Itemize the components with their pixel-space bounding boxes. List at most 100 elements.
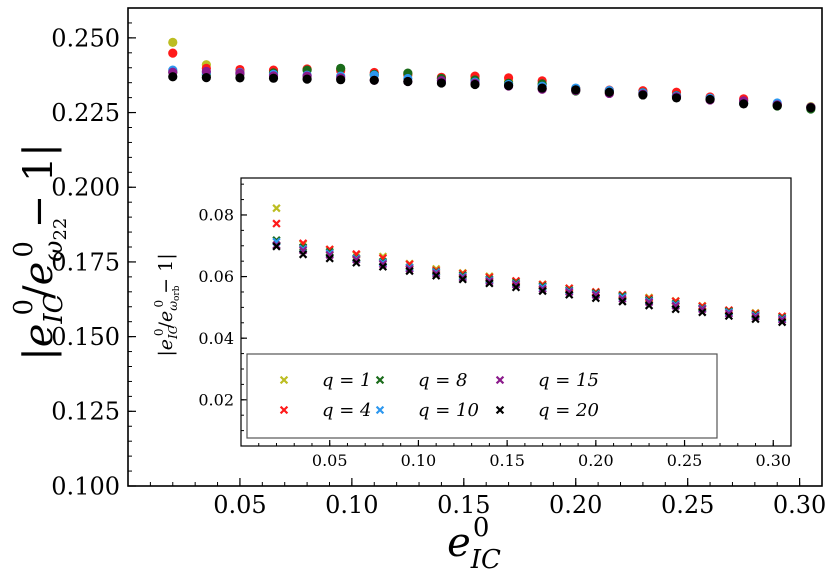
main-y-tick-label: 0.225 [51,99,120,127]
inset-series-4-point [724,309,734,318]
main-y-tick-label: 0.175 [51,248,120,276]
main-y-axis-title: |eIC0/eω220 − 1| [9,143,71,361]
main-series-5-point [638,90,648,100]
legend-entry: q = 8 [375,370,468,391]
inset-y-tick-label: 0.08 [198,206,234,225]
inset-series-4-point [751,312,760,321]
main-series-5-point [403,76,413,87]
inset-series-points [272,204,787,327]
legend-marker [375,405,385,415]
inset-x-tick-label: 0.15 [489,451,525,470]
inset-x-tick-label: 0.30 [755,451,791,470]
main-series-5-point [671,93,682,103]
legend-label: q = 4 [322,400,372,421]
inset-series-5-point [751,314,760,324]
inset-series-5-point [591,293,601,303]
inset-plot-frame [240,177,792,447]
main-series-5-point [537,83,547,93]
legend-frame [246,353,718,439]
main-series-5-point [806,103,816,113]
inset-series-5-point [325,254,334,263]
inset-series-4-point [485,277,494,286]
legend-marker [279,375,289,385]
main-y-tick-label: 0.100 [51,472,120,500]
main-series-points [168,37,816,114]
inset-series-5-point [298,250,308,259]
inset-series-5-point [538,286,547,296]
main-x-tick-label: 0.15 [437,491,490,519]
main-series-5-point [470,79,480,90]
inset-series-5-point [405,266,414,276]
inset-series-5-point [777,317,787,327]
inset-series-5-point [485,279,494,288]
main-series-5-point [772,101,782,111]
inset-x-tick-label: 0.05 [312,451,348,470]
main-series-5-point [503,81,514,91]
main-x-tick-label: 0.25 [661,491,714,519]
svg-text:|eIC0/eω220 − 1|: |eIC0/eω220 − 1| [9,143,71,361]
main-series-1-point [168,48,178,58]
inset-x-tick-label: 0.25 [667,451,703,470]
main-series-5-point [302,74,312,84]
main-plot: 0.100 0.125 0.150 0.175 0.200 0.225 0.250 0.05… [9,7,826,575]
main-series-5-point [235,73,245,83]
main-series-5-point [604,87,614,97]
inset-series-4-point [431,269,441,278]
legend-marker [495,405,505,415]
legend-marker [279,405,289,415]
svg-text:eIC0: eIC0 [447,513,501,575]
legend-label: q = 15 [538,370,599,391]
legend-entry: q = 10 [375,400,479,421]
inset-y-tick-label: 0.02 [198,390,234,409]
legend-entry: q = 4 [279,400,372,421]
main-x-tick-label: 0.30 [773,491,826,519]
inset-series-4-point [405,264,414,274]
main-y-tick-label: 0.150 [51,323,120,351]
main-series-5-point [571,85,581,95]
main-series-5-point [168,72,178,82]
inset-series-1-point [272,219,281,228]
inset-y-axis: 0.02 0.04 0.06 0.08 [198,183,247,447]
inset-series-5-point [671,305,680,314]
legend-label: q = 8 [418,370,468,391]
inset-plot: 0.02 0.04 0.06 0.08 0.05 0.10 0.15 0.20 0.25 0.3… [152,177,792,470]
inset-series-5-point [565,290,574,299]
inset-series-5-point [272,242,281,251]
legend-label: q = 20 [538,400,599,421]
inset-y-tick-label: 0.06 [198,267,234,286]
main-x-tick-label: 0.20 [549,491,602,519]
legend-marker [495,375,505,385]
main-series-2-point [336,63,346,73]
main-y-tick-label: 0.125 [51,398,120,426]
main-series-5-point [369,75,379,85]
inset-series-4-point [458,273,467,282]
inset-series-4-point [777,315,787,324]
main-x-tick-label: 0.05 [213,491,266,519]
inset-x-tick-label: 0.20 [578,451,614,470]
main-series-5-point [705,94,715,105]
inset-series-5-point [644,301,654,310]
legend-entry: q = 20 [495,400,599,421]
inset-series-4-point [565,287,574,297]
inset-y-tick-label: 0.04 [198,329,234,348]
legend-entry: q = 1 [279,370,372,391]
inset-series-5-point [511,283,521,292]
main-series-5-point [268,73,279,83]
inset-y-axis-title: |eIC0/eωorb0 − 1| [152,253,182,356]
legend-marker [375,375,385,385]
main-x-axis-title: eIC0 [447,513,501,575]
inset-x-axis: 0.05 0.10 0.15 0.20 0.25 0.30 [258,440,791,470]
main-series-5-point [436,78,447,88]
inset-legend: q = 1 q = 4 q = 8 q = 10 q = 15 q = 20 [246,353,718,439]
main-y-axis: 0.100 0.125 0.150 0.175 0.200 0.225 0.250 [51,7,136,500]
inset-series-5-point [352,258,361,267]
main-series-0-point [168,37,178,47]
inset-series-5-point [458,275,467,284]
main-x-tick-label: 0.10 [325,491,378,519]
legend-label: q = 1 [322,370,372,391]
inset-series-5-point [618,297,627,306]
main-y-tick-label: 0.250 [51,24,120,52]
inset-series-4-point [378,260,388,269]
main-x-axis: 0.05 0.10 0.15 0.20 0.25 0.30 [149,478,826,519]
